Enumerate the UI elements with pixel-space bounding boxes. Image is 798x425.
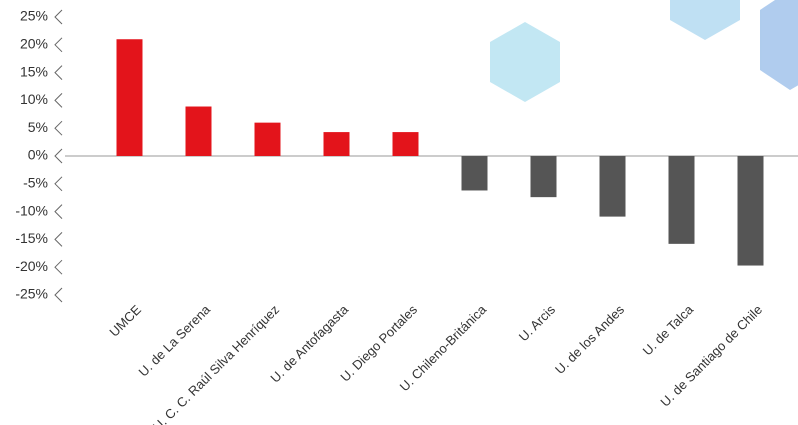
y-tick-label: 5% bbox=[28, 119, 48, 135]
tick-mark bbox=[54, 120, 63, 136]
y-tick-label: -10% bbox=[15, 202, 48, 218]
tick-mark bbox=[54, 259, 63, 275]
tick-mark bbox=[54, 287, 63, 303]
x-tick-label: U. de Talca bbox=[640, 301, 697, 358]
y-tick-label: -5% bbox=[23, 175, 48, 191]
y-tick-label: 25% bbox=[20, 8, 48, 24]
tick-mark bbox=[54, 9, 63, 25]
bar bbox=[392, 132, 419, 156]
tick-mark bbox=[54, 65, 63, 80]
bar bbox=[599, 156, 626, 217]
y-tick-label: -20% bbox=[15, 258, 48, 274]
decoration bbox=[490, 0, 798, 102]
bar bbox=[668, 156, 695, 244]
bar bbox=[254, 122, 281, 156]
y-tick-label: 15% bbox=[20, 63, 48, 79]
tick-mark bbox=[54, 204, 63, 219]
bar bbox=[461, 156, 488, 191]
y-tick-label: 20% bbox=[20, 36, 48, 52]
y-tick-label: -15% bbox=[15, 230, 48, 246]
tick-mark bbox=[54, 232, 63, 247]
bar bbox=[323, 132, 350, 156]
tick-mark bbox=[54, 148, 63, 164]
bar bbox=[530, 156, 557, 198]
x-tick-label: U. Arcis bbox=[516, 302, 559, 345]
bar bbox=[185, 106, 212, 156]
bar bbox=[737, 156, 764, 266]
x-tick-label: U. de los Andes bbox=[552, 302, 627, 377]
x-tick-label: U. de La Serena bbox=[135, 301, 213, 379]
bar bbox=[116, 39, 143, 156]
x-tick-label: U. C. C. Raúl Silva Henríquez bbox=[150, 302, 282, 425]
tick-mark bbox=[54, 93, 63, 108]
tick-mark bbox=[54, 176, 63, 192]
y-tick-label: 0% bbox=[28, 147, 48, 163]
y-tick-label: 10% bbox=[20, 91, 48, 107]
x-tick-label: UMCE bbox=[106, 302, 144, 340]
tick-mark bbox=[54, 37, 63, 53]
y-tick-label: -25% bbox=[15, 286, 48, 302]
